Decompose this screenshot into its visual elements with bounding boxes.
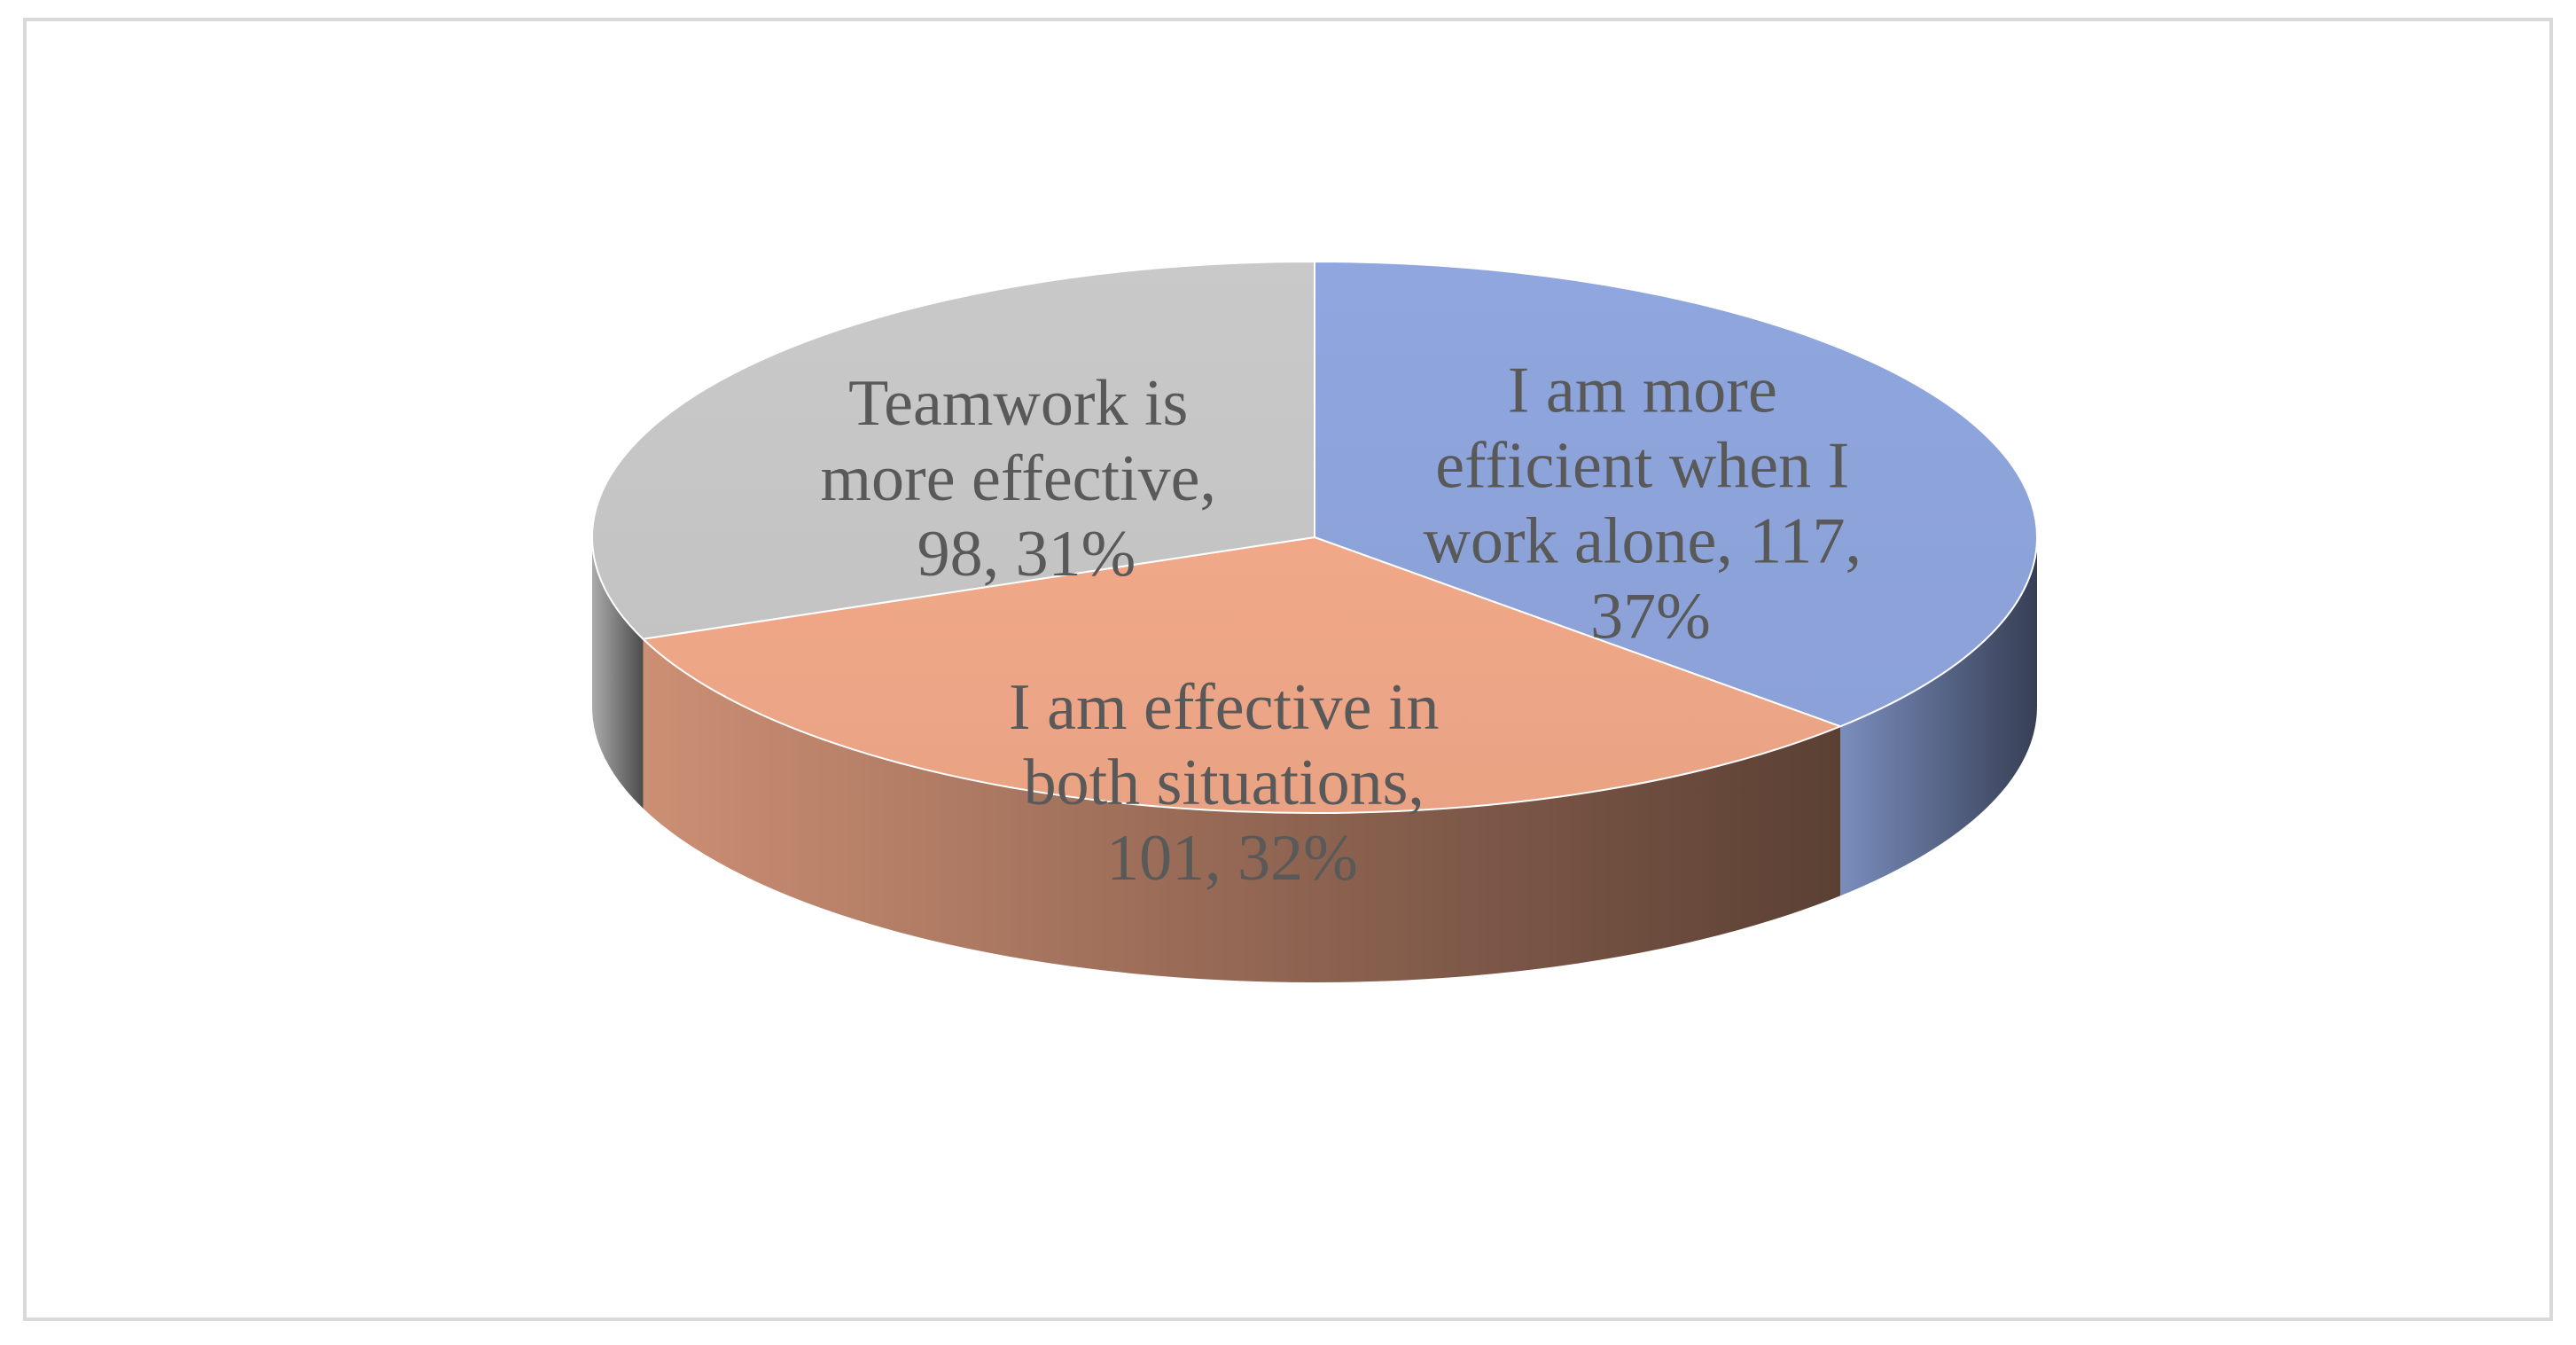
slice-side	[643, 638, 1841, 982]
data-label: I am more efficient when I work alone, 1…	[1423, 354, 1877, 653]
pie-tops	[591, 260, 2038, 815]
slice-side	[1840, 537, 2037, 896]
slice-side	[592, 537, 644, 809]
data-label: Teamwork is more effective, 98, 31%	[821, 367, 1233, 590]
data-labels: I am more efficient when I work alone, 1…	[821, 354, 1878, 895]
data-label: I am effective in both situations, 101, …	[1009, 671, 1456, 895]
slice	[591, 260, 1315, 640]
slice	[641, 536, 1844, 815]
slice	[1314, 260, 2038, 728]
pie-sides	[592, 537, 2037, 982]
